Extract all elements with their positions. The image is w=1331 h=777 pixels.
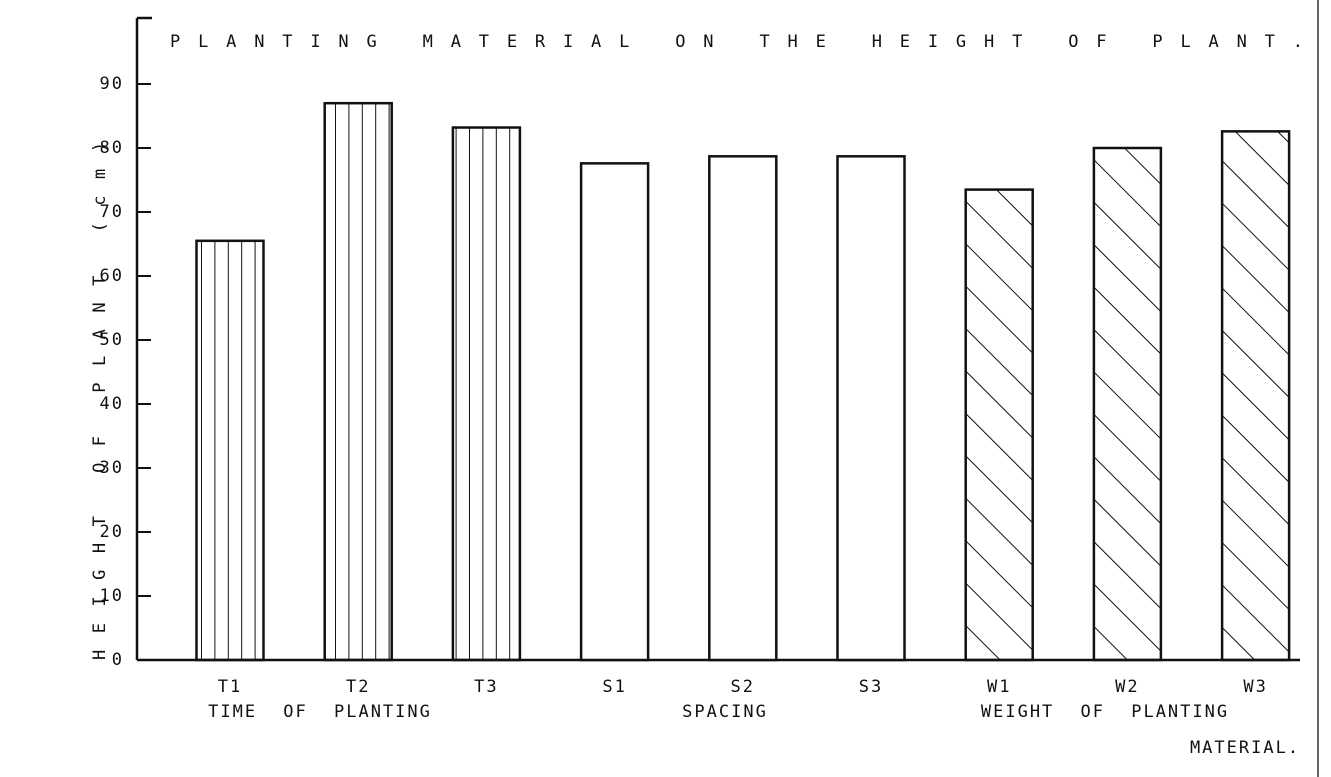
y-tick-label: 70: [100, 202, 124, 222]
bar: [1092, 146, 1163, 662]
x-tick-label: T1: [218, 677, 242, 697]
x-tick-label: T3: [474, 677, 498, 697]
chart-title: PLANTING MATERIAL ON THE HEIGHT OF PLANT…: [170, 32, 1305, 52]
group-label: MATERIAL.: [1190, 738, 1300, 758]
x-tick-label: S1: [602, 677, 626, 697]
x-tick-label: S2: [731, 677, 755, 697]
y-tick-label: 40: [100, 394, 124, 414]
y-tick-label: 90: [100, 74, 124, 94]
y-tick-label: 80: [100, 138, 124, 158]
y-tick-label: 30: [100, 458, 124, 478]
y-tick-label: 0: [112, 650, 124, 670]
y-tick-label: 20: [100, 522, 124, 542]
y-tick-label: 10: [100, 586, 124, 606]
group-label: WEIGHT OF PLANTING: [981, 702, 1229, 722]
bar: [195, 239, 265, 662]
y-tick-label: 50: [100, 330, 124, 350]
y-tick-label: 60: [100, 266, 124, 286]
bar: [1220, 130, 1291, 662]
x-tick-label: W1: [987, 677, 1011, 697]
x-tick-label: W3: [1243, 677, 1267, 697]
group-label: SPACING: [682, 702, 768, 722]
bar: [964, 188, 1034, 662]
x-tick-label: T2: [346, 677, 370, 697]
bar: [579, 162, 650, 662]
x-tick-label: W2: [1115, 677, 1139, 697]
bar: [708, 155, 778, 662]
bar: [451, 126, 522, 662]
bar: [323, 101, 393, 662]
x-tick-label: S3: [859, 677, 883, 697]
bar: [836, 155, 906, 662]
group-label: TIME OF PLANTING: [208, 702, 432, 722]
